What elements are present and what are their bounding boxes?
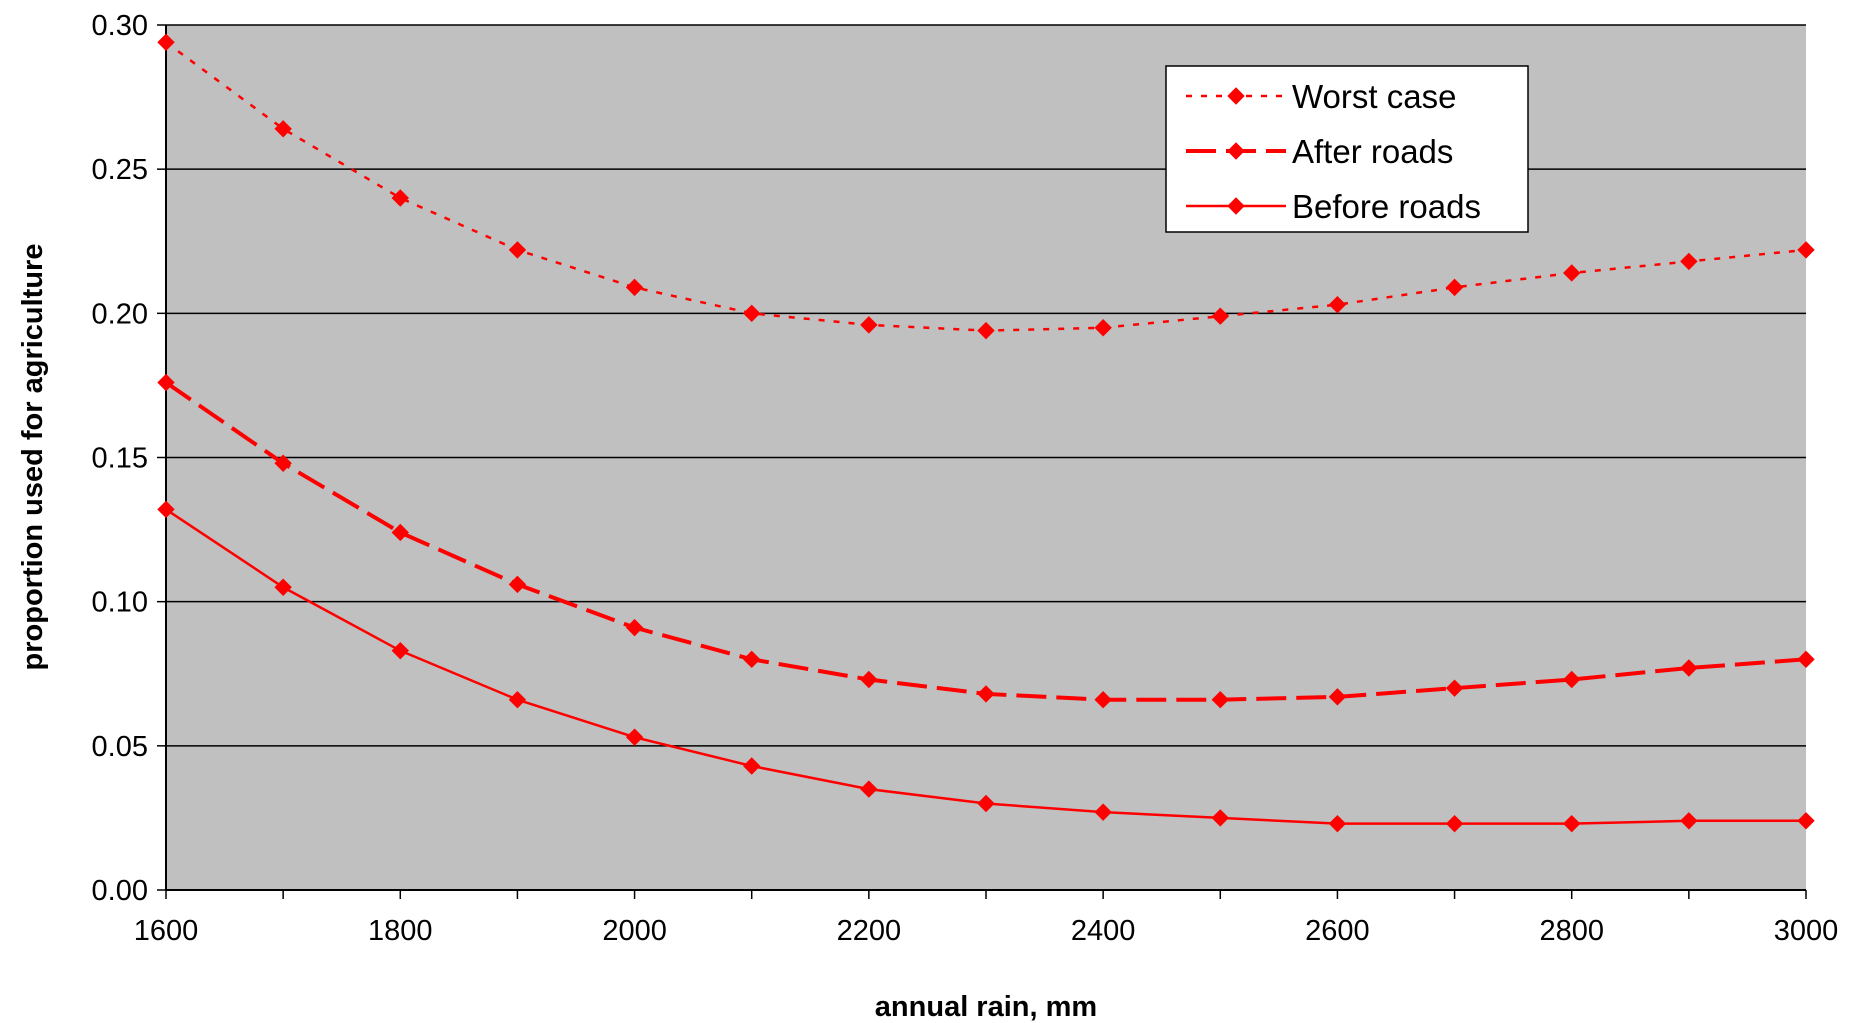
data-point	[1797, 241, 1815, 259]
data-point	[274, 120, 292, 138]
legend-entry-label: Worst case	[1292, 78, 1456, 115]
legend-entry-label: Before roads	[1292, 188, 1481, 225]
x-axis-title: annual rain, mm	[875, 991, 1097, 1023]
series-before-roads	[157, 500, 1815, 833]
data-point	[508, 575, 527, 594]
data-point	[743, 304, 761, 323]
data-point	[1680, 659, 1698, 677]
y-tick-label: 0.00	[92, 875, 148, 907]
data-point	[1094, 803, 1112, 821]
data-point	[157, 373, 175, 392]
data-point	[1328, 295, 1347, 314]
series-worst-case	[157, 33, 1815, 340]
data-point	[157, 33, 175, 52]
x-tick-label: 3000	[1774, 915, 1839, 947]
legend-swatch-marker	[1227, 142, 1245, 160]
legend-entry-label: After roads	[1292, 133, 1453, 170]
series-after-roads	[157, 373, 1815, 709]
data-point	[1094, 319, 1112, 337]
data-point	[625, 618, 644, 637]
data-point	[1094, 690, 1112, 709]
data-point	[1445, 814, 1464, 833]
data-point	[1563, 264, 1581, 282]
data-point	[1680, 812, 1698, 830]
data-point	[274, 578, 292, 596]
data-point	[1211, 307, 1229, 325]
legend: Worst case After roads Before roads	[1165, 65, 1529, 233]
data-point	[391, 189, 409, 207]
data-point	[391, 641, 409, 660]
data-point	[977, 685, 995, 703]
data-point	[1563, 670, 1581, 689]
data-point	[391, 523, 409, 542]
data-point	[625, 278, 644, 297]
data-point	[1211, 809, 1229, 827]
data-point	[508, 241, 527, 259]
data-point	[977, 794, 995, 813]
data-point	[860, 670, 878, 689]
series-lines	[157, 33, 1815, 833]
data-point	[977, 321, 995, 340]
data-point	[1328, 688, 1347, 706]
data-point	[1797, 650, 1815, 669]
data-point	[860, 780, 878, 798]
grid-lines	[166, 24, 1806, 747]
data-point	[860, 316, 878, 334]
y-tick-label: 0.15	[92, 443, 148, 475]
data-point	[743, 650, 761, 669]
data-point	[743, 757, 761, 775]
x-tick-label: 2400	[1071, 915, 1136, 947]
y-tick-label: 0.25	[92, 154, 148, 186]
y-tick-label: 0.20	[92, 298, 148, 330]
data-point	[1445, 679, 1464, 697]
data-point	[1445, 278, 1464, 297]
data-point	[508, 690, 527, 709]
legend-swatch-marker	[1227, 197, 1245, 215]
data-point	[625, 728, 644, 746]
data-point	[157, 500, 175, 519]
axes: 0.00 0.05 0.10 0.15 0.20 0.25 0.30 1600 1800 2000…	[92, 10, 1839, 947]
y-tick-label: 0.30	[92, 10, 148, 42]
x-tick-label: 2200	[837, 915, 902, 947]
x-tick-label: 2000	[602, 915, 667, 947]
x-tick-label: 1600	[134, 915, 199, 947]
data-point	[1563, 814, 1581, 833]
x-tick-label: 1800	[368, 915, 433, 947]
x-tick-label: 2800	[1539, 915, 1604, 947]
y-tick-label: 0.10	[92, 587, 148, 619]
data-point	[274, 454, 292, 472]
data-point	[1680, 252, 1698, 271]
data-point	[1211, 690, 1229, 709]
legend-swatch-marker	[1227, 87, 1245, 105]
data-point	[1797, 812, 1815, 830]
data-point	[1328, 814, 1347, 833]
y-tick-label: 0.05	[92, 731, 148, 763]
y-axis-title: proportion used for agriculture	[17, 244, 49, 671]
x-tick-label: 2600	[1305, 915, 1370, 947]
